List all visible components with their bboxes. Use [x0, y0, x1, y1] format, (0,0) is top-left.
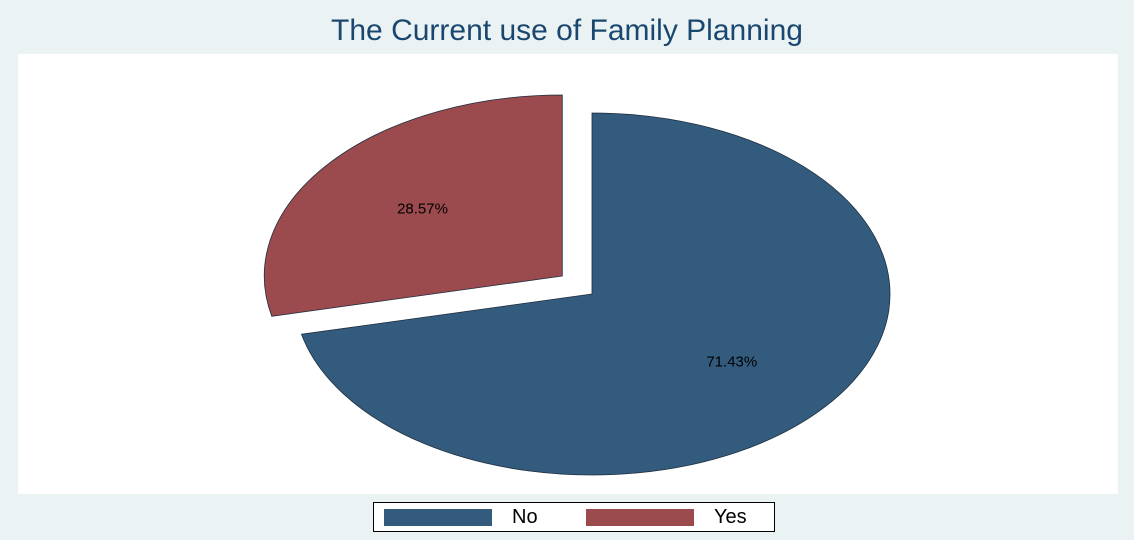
- legend: No Yes: [373, 502, 775, 532]
- legend-swatch-no: [384, 509, 492, 526]
- legend-label-no: No: [512, 506, 538, 528]
- chart-title: The Current use of Family Planning: [331, 14, 803, 47]
- slice-label-yes: 28.57%: [397, 200, 448, 217]
- pie-slice-yes: [263, 94, 563, 317]
- legend-label-yes: Yes: [714, 506, 747, 528]
- pie-slice-no: [300, 112, 891, 476]
- slice-label-no: 71.43%: [706, 354, 757, 371]
- legend-swatch-yes: [586, 509, 694, 526]
